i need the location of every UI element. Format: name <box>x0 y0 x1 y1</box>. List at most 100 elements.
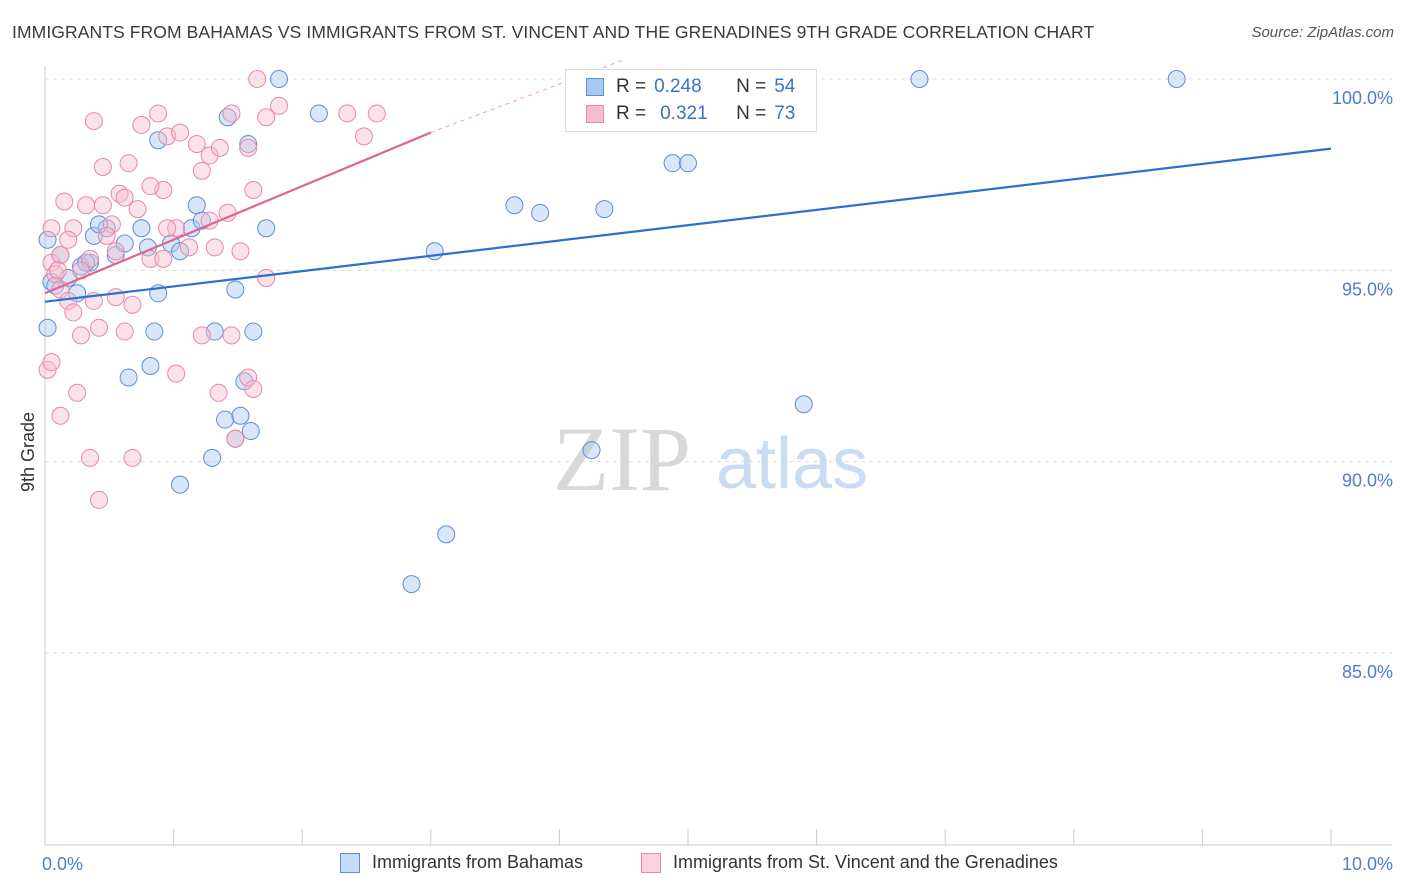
legend-r-label: R = <box>616 76 647 97</box>
y-tick-label: 85.0% <box>1342 662 1393 682</box>
stvincent-point <box>119 154 138 173</box>
bahamas-point <box>582 441 601 460</box>
stvincent-point <box>257 268 276 287</box>
series-swatch-pink <box>641 852 661 873</box>
watermark-atlas: atlas <box>716 424 868 504</box>
stvincent-point <box>192 326 211 345</box>
stvincent-point <box>205 238 224 257</box>
bahamas-point <box>679 154 697 173</box>
stvincent-point <box>72 326 91 345</box>
stvincent-point <box>42 253 61 272</box>
series-legend-item-bahamas[interactable]: Immigrants from Bahamas <box>340 852 583 873</box>
y-tick-label: 100.0% <box>1332 88 1393 108</box>
bahamas-point <box>226 280 245 299</box>
bahamas-point <box>794 395 813 414</box>
stvincent-point <box>367 104 386 123</box>
stvincent-point <box>226 429 245 448</box>
stvincent-point <box>231 242 250 261</box>
stvincent-trend-line <box>44 131 432 295</box>
data-points <box>38 70 1186 594</box>
stvincent-point <box>239 368 258 387</box>
bahamas-point <box>81 253 100 272</box>
stvincent-point <box>222 326 241 345</box>
stvincent-point <box>106 288 125 307</box>
stvincent-point <box>42 219 61 238</box>
stvincent-point <box>81 448 100 467</box>
stvincent-point <box>97 226 116 245</box>
stvincent-point <box>84 112 103 131</box>
series-legend-label: Immigrants from St. Vincent and the Gren… <box>673 852 1058 872</box>
bahamas-point <box>216 410 235 429</box>
stvincent-point <box>180 238 199 257</box>
bahamas-point <box>145 322 164 341</box>
legend-row-bahamas: R = 0.248 N = 54 <box>586 75 795 99</box>
stvincent-point <box>115 188 134 207</box>
stvincent-point <box>239 138 258 157</box>
bahamas-point <box>203 448 222 467</box>
chart-title: IMMIGRANTS FROM BAHAMAS VS IMMIGRANTS FR… <box>12 22 1095 42</box>
stvincent-point <box>132 115 151 134</box>
watermark: ZIP atlas <box>553 408 868 510</box>
stvincent-point <box>257 108 276 127</box>
y-tick-label: 95.0% <box>1342 279 1393 299</box>
bahamas-point <box>595 200 614 219</box>
stvincent-point <box>102 215 121 234</box>
legend-n-label: N = <box>736 103 767 124</box>
bahamas-point <box>437 525 456 544</box>
stvincent-point <box>64 303 83 322</box>
bahamas-point <box>119 368 138 387</box>
legend-row-stvincent: R = 0.321 N = 73 <box>586 102 795 126</box>
bahamas-point <box>402 575 421 594</box>
tick-labels: 100.0% 95.0% 90.0% 85.0% 0.0% 10.0% <box>42 88 1393 874</box>
stvincent-point <box>77 196 96 215</box>
legend-n-value: 54 <box>774 76 796 97</box>
stvincent-point <box>338 104 357 123</box>
legend-r-value: 0.321 <box>660 103 708 124</box>
stvincent-point <box>48 261 67 280</box>
stvincent-point <box>158 219 177 238</box>
bahamas-point <box>239 135 258 154</box>
stvincent-point <box>123 295 142 314</box>
stvincent-point <box>149 104 168 123</box>
stvincent-point <box>270 96 289 115</box>
bahamas-point <box>141 357 160 375</box>
stvincent-point <box>141 177 160 196</box>
legend-r-value: 0.248 <box>654 76 702 97</box>
legend-n-value: 73 <box>774 103 796 124</box>
bahamas-point <box>38 318 57 337</box>
stvincent-point <box>115 322 134 341</box>
stvincent-point <box>55 192 74 211</box>
stvincent-point <box>68 383 87 402</box>
bahamas-point <box>187 196 206 215</box>
stvincent-point <box>64 219 83 238</box>
axes <box>44 66 1392 846</box>
bahamas-point <box>505 196 524 215</box>
stvincent-point <box>90 490 109 509</box>
stvincent-point <box>106 242 125 261</box>
y-axis-label: 9th Grade <box>18 412 38 492</box>
stvincent-point <box>222 104 241 123</box>
stats-legend: R = 0.248 N = 54 R = 0.321 N = 73 <box>565 69 817 132</box>
stvincent-point <box>51 406 70 425</box>
x-tick-label: 10.0% <box>1342 854 1393 874</box>
bahamas-point <box>270 70 289 88</box>
stvincent-point <box>51 246 70 265</box>
bahamas-point <box>231 406 250 425</box>
stvincent-point <box>354 127 373 146</box>
stvincent-point <box>248 70 267 88</box>
legend-swatch-pink <box>586 105 604 123</box>
series-swatch-blue <box>340 852 360 873</box>
stvincent-point <box>192 161 211 180</box>
stvincent-point <box>42 353 61 372</box>
stvincent-point <box>90 318 109 337</box>
stvincent-point <box>167 219 186 238</box>
bahamas-point <box>257 219 276 238</box>
y-tick-label: 90.0% <box>1342 471 1393 491</box>
bahamas-point <box>38 230 57 249</box>
stvincent-point <box>128 200 147 219</box>
bahamas-point <box>531 203 550 222</box>
bahamas-point <box>910 70 929 88</box>
watermark-zip: ZIP <box>553 408 691 510</box>
bahamas-point <box>132 219 151 238</box>
series-legend-item-stvincent[interactable]: Immigrants from St. Vincent and the Gren… <box>641 852 1058 873</box>
